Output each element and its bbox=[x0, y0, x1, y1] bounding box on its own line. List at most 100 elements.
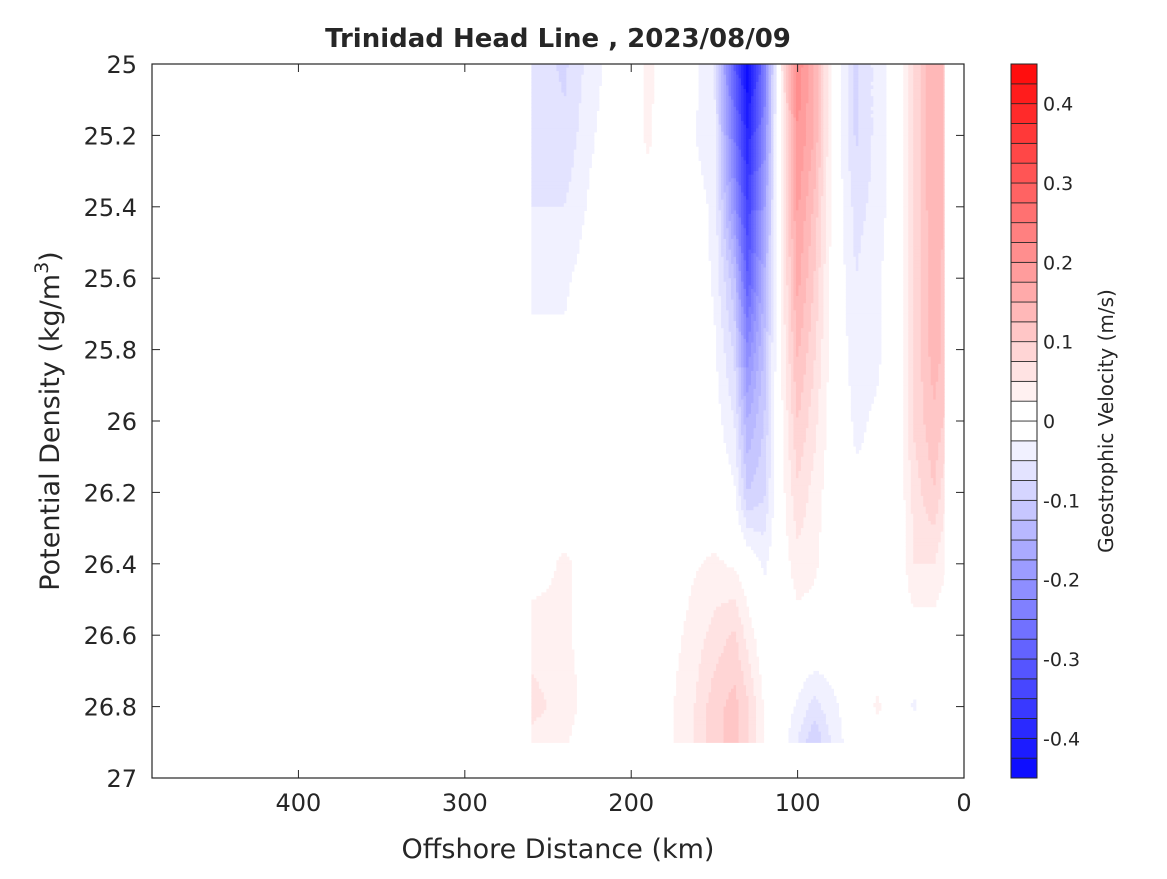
contour-cell bbox=[858, 117, 874, 122]
contour-cell bbox=[751, 174, 755, 179]
contour-cell bbox=[738, 724, 750, 729]
contour-cell bbox=[738, 124, 742, 129]
contour-cell bbox=[716, 160, 720, 165]
contour-cell bbox=[728, 321, 737, 326]
contour-cell bbox=[763, 424, 770, 429]
contour-cell bbox=[788, 138, 792, 144]
contour-cell bbox=[756, 342, 762, 347]
contour-cell bbox=[763, 153, 767, 158]
contour-cell bbox=[828, 724, 842, 729]
contour-cell bbox=[940, 431, 945, 436]
contour-cell bbox=[818, 131, 822, 136]
contour-cell bbox=[920, 103, 927, 108]
contour-cell bbox=[908, 278, 914, 283]
contour-cell bbox=[761, 185, 765, 190]
contour-cell bbox=[583, 71, 602, 76]
contour-cell bbox=[756, 381, 762, 386]
contour-cell bbox=[676, 692, 697, 697]
contour-cell bbox=[746, 363, 750, 369]
contour-cell bbox=[751, 110, 755, 115]
contour-cell bbox=[696, 128, 717, 133]
contour-cell bbox=[938, 371, 945, 376]
contour-cell bbox=[865, 213, 887, 219]
contour-cell bbox=[920, 221, 929, 226]
contour-cell bbox=[803, 228, 812, 233]
contour-cell bbox=[741, 203, 745, 208]
contour-cell bbox=[908, 338, 914, 344]
contour-cell bbox=[738, 435, 745, 440]
contour-cell bbox=[825, 717, 842, 722]
contour-cell bbox=[743, 303, 747, 308]
contour-cell bbox=[768, 413, 772, 419]
contour-cell bbox=[820, 213, 827, 219]
contour-cell bbox=[726, 146, 730, 151]
contour-cell bbox=[733, 110, 737, 115]
contour-cell bbox=[793, 96, 797, 101]
contour-cell bbox=[723, 713, 740, 718]
contour-cell bbox=[741, 146, 745, 151]
contour-cell bbox=[531, 267, 575, 272]
contour-cell bbox=[770, 317, 775, 322]
contour-cell bbox=[743, 628, 755, 633]
contour-cell bbox=[743, 92, 747, 97]
contour-cell bbox=[770, 442, 775, 447]
contour-cell bbox=[743, 206, 747, 211]
contour-cell bbox=[753, 281, 757, 286]
contour-cell bbox=[928, 445, 939, 451]
contour-cell bbox=[913, 299, 922, 304]
contour-cell bbox=[793, 178, 797, 183]
contour-cell bbox=[768, 142, 772, 147]
contour-cell bbox=[743, 331, 747, 336]
contour-cell bbox=[746, 99, 752, 104]
contour-cell bbox=[773, 267, 777, 272]
contour-cell bbox=[853, 428, 867, 433]
contour-cell bbox=[713, 296, 722, 301]
contour-cell bbox=[751, 217, 755, 222]
contour-cell bbox=[736, 310, 740, 315]
contour-cell bbox=[795, 313, 805, 319]
contour-cell bbox=[738, 106, 742, 112]
contour-cell bbox=[848, 67, 854, 72]
contour-cell bbox=[920, 174, 927, 179]
contour-cell bbox=[815, 171, 820, 176]
contour-cell bbox=[828, 106, 832, 112]
contour-cell bbox=[943, 85, 945, 90]
contour-cell bbox=[531, 678, 537, 683]
contour-cell bbox=[753, 74, 757, 79]
contour-cell bbox=[848, 96, 854, 101]
contour-cell bbox=[751, 328, 755, 333]
contour-cell bbox=[746, 178, 750, 183]
contour-cell bbox=[718, 285, 727, 290]
contour-cell bbox=[736, 128, 740, 133]
contour-cell bbox=[731, 338, 737, 344]
contour-cell bbox=[673, 710, 695, 715]
contour-cell bbox=[768, 167, 772, 172]
contour-cell bbox=[756, 92, 760, 97]
contour-cell bbox=[746, 249, 750, 254]
contour-cell bbox=[913, 553, 937, 558]
contour-cell bbox=[753, 388, 762, 394]
contour-cell bbox=[728, 99, 732, 104]
contour-cell bbox=[531, 688, 542, 693]
contour-cell bbox=[800, 267, 810, 272]
contour-cell bbox=[773, 231, 777, 236]
contour-cell bbox=[920, 231, 929, 236]
contour-cell bbox=[783, 67, 787, 72]
contour-cell bbox=[810, 699, 820, 704]
contour-cell bbox=[768, 92, 772, 97]
contour-cell bbox=[848, 153, 872, 158]
contour-cell bbox=[913, 221, 922, 226]
contour-cell bbox=[810, 163, 817, 169]
contour-cell bbox=[925, 74, 944, 79]
contour-cell bbox=[818, 388, 827, 394]
contour-cell bbox=[925, 431, 942, 436]
contour-cell bbox=[756, 256, 762, 261]
contour-cell bbox=[723, 99, 727, 104]
contour-cell bbox=[870, 156, 887, 161]
contour-cell bbox=[935, 463, 944, 469]
contour-cell bbox=[940, 296, 945, 301]
contour-cell bbox=[768, 321, 772, 326]
contour-cell bbox=[743, 310, 747, 315]
contour-cell bbox=[770, 438, 775, 444]
contour-cell bbox=[723, 199, 727, 204]
